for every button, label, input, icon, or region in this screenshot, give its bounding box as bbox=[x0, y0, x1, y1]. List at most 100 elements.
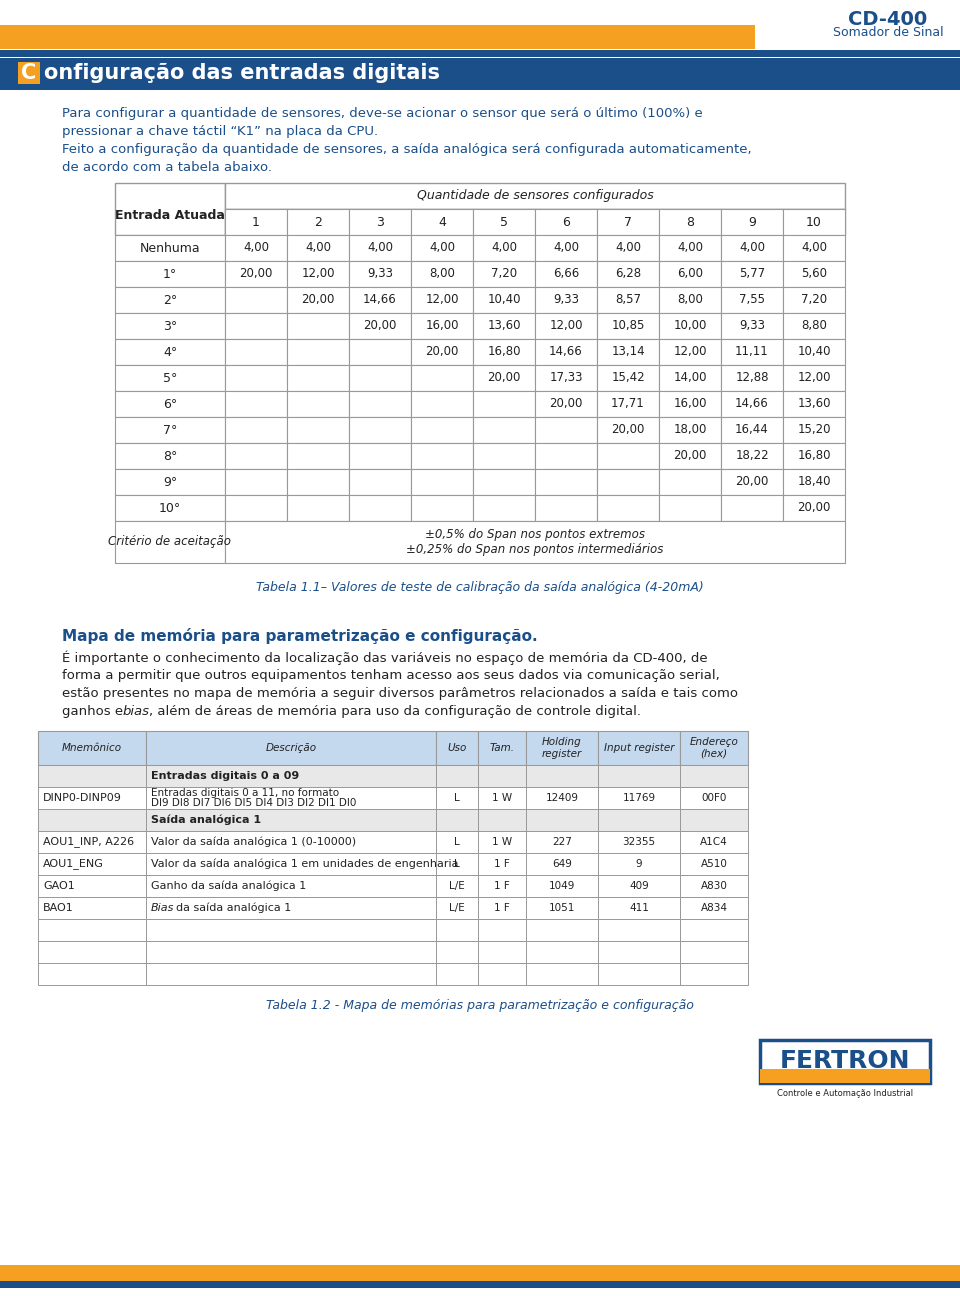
Bar bbox=[411, 391, 473, 417]
Bar bbox=[225, 183, 845, 209]
Text: 18,40: 18,40 bbox=[797, 476, 830, 489]
Text: 1 W: 1 W bbox=[492, 837, 512, 846]
Text: ganhos e: ganhos e bbox=[62, 705, 128, 718]
Bar bbox=[349, 209, 411, 235]
Bar bbox=[598, 963, 680, 985]
Bar bbox=[783, 365, 845, 391]
Bar bbox=[659, 469, 721, 495]
Bar bbox=[721, 469, 783, 495]
Bar bbox=[115, 340, 225, 365]
Bar bbox=[526, 875, 598, 897]
Bar bbox=[0, 1280, 960, 1288]
Text: 4,00: 4,00 bbox=[243, 241, 269, 254]
Text: pressionar a chave táctil “K1” na placa da CPU.: pressionar a chave táctil “K1” na placa … bbox=[62, 124, 378, 137]
Bar bbox=[473, 314, 535, 340]
Text: 8°: 8° bbox=[163, 450, 178, 463]
Bar bbox=[659, 340, 721, 365]
Text: forma a permitir que outros equipamentos tenham acesso aos seus dados via comuni: forma a permitir que outros equipamentos… bbox=[62, 669, 720, 682]
Bar bbox=[115, 314, 225, 340]
Text: 6,28: 6,28 bbox=[615, 267, 641, 280]
Bar bbox=[783, 469, 845, 495]
Bar bbox=[478, 941, 526, 963]
Bar bbox=[659, 286, 721, 314]
Bar bbox=[411, 469, 473, 495]
Bar bbox=[598, 941, 680, 963]
Bar bbox=[0, 51, 960, 57]
Text: Critério de aceitação: Critério de aceitação bbox=[108, 535, 231, 548]
Text: 20,00: 20,00 bbox=[549, 398, 583, 411]
Bar bbox=[597, 235, 659, 260]
Bar bbox=[526, 787, 598, 809]
Text: Entrada Atuada: Entrada Atuada bbox=[115, 209, 225, 222]
Text: 4°: 4° bbox=[163, 346, 178, 359]
Text: AOU1_ENG: AOU1_ENG bbox=[43, 858, 104, 870]
Bar bbox=[535, 314, 597, 340]
Bar bbox=[349, 314, 411, 340]
Bar bbox=[225, 391, 287, 417]
Bar bbox=[349, 391, 411, 417]
Text: 20,00: 20,00 bbox=[798, 502, 830, 515]
Bar bbox=[783, 391, 845, 417]
Text: A830: A830 bbox=[701, 880, 728, 890]
Bar bbox=[225, 521, 845, 562]
Text: 10: 10 bbox=[806, 215, 822, 228]
Bar bbox=[436, 731, 478, 765]
Bar bbox=[680, 809, 748, 831]
Text: 20,00: 20,00 bbox=[612, 424, 645, 437]
Text: 4,00: 4,00 bbox=[615, 241, 641, 254]
Text: 1: 1 bbox=[252, 215, 260, 228]
Bar bbox=[436, 963, 478, 985]
Bar bbox=[526, 809, 598, 831]
Text: Endereço: Endereço bbox=[689, 736, 738, 746]
Bar bbox=[783, 340, 845, 365]
Bar bbox=[225, 469, 287, 495]
Bar bbox=[680, 897, 748, 919]
Bar bbox=[473, 209, 535, 235]
Text: 16,00: 16,00 bbox=[425, 320, 459, 333]
Bar bbox=[783, 209, 845, 235]
Text: 6,66: 6,66 bbox=[553, 267, 579, 280]
Bar bbox=[115, 495, 225, 521]
Text: register: register bbox=[541, 749, 582, 758]
Text: 14,66: 14,66 bbox=[363, 293, 396, 306]
Text: 5,77: 5,77 bbox=[739, 267, 765, 280]
Text: 6: 6 bbox=[562, 215, 570, 228]
Bar bbox=[478, 831, 526, 853]
Bar bbox=[349, 469, 411, 495]
Bar bbox=[349, 417, 411, 443]
Bar bbox=[526, 831, 598, 853]
Bar bbox=[526, 765, 598, 787]
Text: 2°: 2° bbox=[163, 293, 178, 306]
Bar bbox=[146, 941, 436, 963]
Bar bbox=[783, 260, 845, 286]
Bar bbox=[436, 875, 478, 897]
Bar bbox=[436, 897, 478, 919]
Text: 9,33: 9,33 bbox=[553, 293, 579, 306]
Bar bbox=[680, 963, 748, 985]
Text: 20,00: 20,00 bbox=[735, 476, 769, 489]
Text: 3°: 3° bbox=[163, 320, 178, 333]
Bar bbox=[478, 765, 526, 787]
Bar bbox=[287, 340, 349, 365]
Text: 9: 9 bbox=[636, 859, 642, 868]
Bar bbox=[146, 765, 436, 787]
Text: 20,00: 20,00 bbox=[301, 293, 335, 306]
Text: Mapa de memória para parametrização e configuração.: Mapa de memória para parametrização e co… bbox=[62, 627, 538, 644]
Text: 649: 649 bbox=[552, 859, 572, 868]
Bar bbox=[680, 765, 748, 787]
Bar bbox=[597, 260, 659, 286]
Text: Somador de Sinal: Somador de Sinal bbox=[832, 26, 944, 39]
Bar bbox=[597, 469, 659, 495]
Bar bbox=[0, 25, 755, 49]
Text: Holding: Holding bbox=[542, 736, 582, 746]
Bar bbox=[478, 853, 526, 875]
Bar bbox=[598, 853, 680, 875]
Bar bbox=[0, 1265, 960, 1280]
Bar bbox=[146, 875, 436, 897]
Text: É importante o conhecimento da localização das variáveis no espaço de memória da: É importante o conhecimento da localizaç… bbox=[62, 651, 708, 665]
Bar bbox=[721, 391, 783, 417]
Text: Entradas digitais 0 a 11, no formato: Entradas digitais 0 a 11, no formato bbox=[151, 788, 339, 797]
Bar bbox=[38, 765, 146, 787]
Text: Saída analógica 1: Saída analógica 1 bbox=[151, 814, 261, 824]
Text: 1049: 1049 bbox=[549, 880, 575, 890]
